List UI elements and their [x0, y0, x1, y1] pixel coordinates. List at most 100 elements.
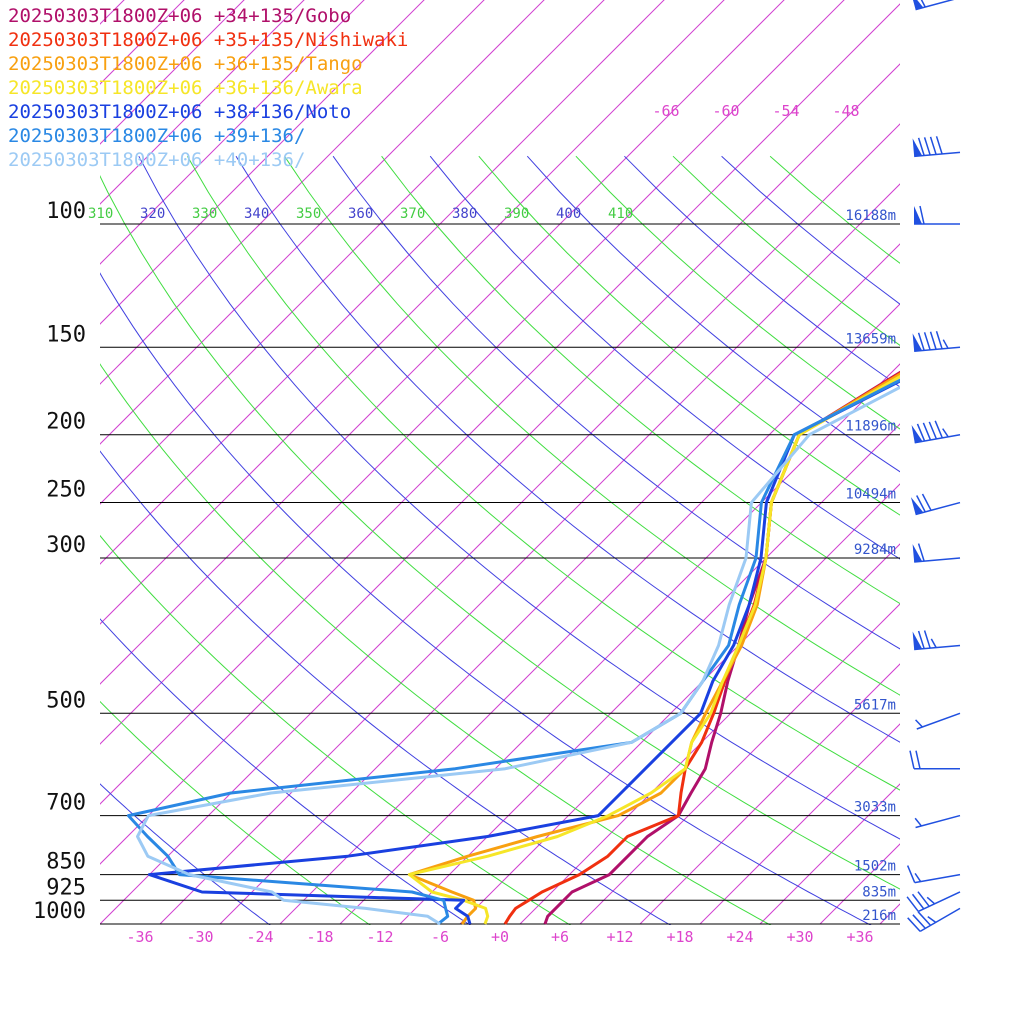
height-label: 13659m [845, 331, 896, 347]
barb-feather [917, 332, 925, 351]
barb-pennant [914, 206, 922, 224]
barb-pennant [912, 544, 923, 562]
theta-label: 310 [88, 206, 113, 222]
dry-adiabat [100, 783, 271, 925]
pressure-label: 100 [46, 199, 86, 224]
isotherm-label: -48 [832, 102, 859, 120]
barb-shaft [914, 346, 961, 353]
wind-barb [912, 543, 961, 563]
pressure-label: 700 [46, 791, 86, 816]
height-label: 5617m [854, 697, 896, 713]
barb-feather [920, 0, 926, 8]
barb-feather [915, 750, 921, 769]
wind-barb [912, 136, 961, 158]
x-tick-label: +30 [786, 928, 813, 946]
x-tick-label: +18 [666, 928, 693, 946]
barb-shaft [914, 151, 961, 158]
barb-feather [935, 331, 943, 350]
x-tick-label: +0 [491, 928, 509, 946]
height-label: 3033m [854, 800, 896, 816]
wind-barb [906, 891, 961, 913]
x-tick-label: -36 [126, 928, 153, 946]
moist-adiabat [100, 175, 900, 890]
barb-feather [917, 137, 925, 156]
legend-item: 20250303T1800Z+06 +36+135/Tango [8, 53, 363, 75]
isotherm [279, 303, 900, 925]
barb-shaft [914, 644, 961, 651]
x-tick-label: +12 [606, 928, 633, 946]
profile-line [503, 371, 900, 925]
pressure-label: 1000 [33, 899, 86, 924]
legend-item: 20250303T1800Z+06 +35+135/Nishiwaki [8, 29, 409, 51]
height-label: 1502m [854, 859, 896, 875]
barb-feather [906, 896, 919, 912]
barb-feather [921, 493, 932, 511]
x-tick-label: -6 [431, 928, 449, 946]
barb-feather [923, 332, 931, 351]
barb-shaft [915, 0, 955, 11]
dry-adiabat [100, 618, 471, 925]
barb-shaft [914, 873, 961, 884]
pressure-label: 500 [46, 688, 86, 713]
barb-feather [919, 205, 925, 225]
isotherm [639, 663, 900, 925]
barb-feather [907, 917, 921, 932]
theta-label: 360 [348, 206, 373, 222]
height-label: 9284m [854, 542, 896, 558]
isotherm [100, 0, 305, 205]
isotherm [579, 603, 900, 925]
x-tick-label: +36 [846, 928, 873, 946]
profile-line [136, 385, 900, 925]
barb-feather [922, 422, 932, 441]
isotherm [519, 543, 900, 925]
wind-barb [909, 750, 960, 770]
legend-item: 20250303T1800Z+06 +34+135/Gobo [8, 5, 352, 27]
barb-shaft [919, 907, 961, 933]
isotherm [159, 183, 900, 925]
moist-adiabat [284, 155, 900, 696]
wind-barb [910, 493, 961, 516]
barb-feather [917, 911, 932, 926]
barb-feather [917, 891, 930, 907]
pressure-label: 150 [46, 322, 86, 347]
moist-adiabat [100, 534, 572, 925]
barb-feather [916, 423, 926, 442]
legend-item: 20250303T1800Z+06 +38+136/Noto [8, 101, 352, 123]
isotherm [399, 423, 900, 925]
barb-feather [923, 137, 931, 156]
barb-feather [923, 630, 931, 649]
theta-label: 380 [452, 206, 477, 222]
height-label: 16188m [845, 208, 896, 224]
dry-adiabat [138, 155, 900, 840]
isotherm-label: -66 [652, 102, 679, 120]
wind-barbs [906, 0, 961, 933]
legend-item: 20250303T1800Z+06 +40+136/ [8, 149, 306, 171]
barb-feather [935, 136, 943, 155]
dry-adiabat [100, 272, 872, 925]
wind-barb [914, 205, 960, 225]
temperature-profiles [126, 370, 900, 925]
x-tick-label: -30 [186, 928, 213, 946]
isotherm [100, 0, 245, 145]
isotherm [819, 843, 900, 925]
x-tick-label: +6 [551, 928, 569, 946]
isotherm [940, 0, 1024, 924]
isotherm-label: -54 [772, 102, 799, 120]
moist-adiabat [478, 155, 900, 516]
isotherm [100, 3, 900, 805]
theta-label: 370 [400, 206, 425, 222]
x-tick-label: -18 [306, 928, 333, 946]
wind-barb [906, 865, 961, 884]
isotherm [100, 0, 365, 265]
height-label: 216m [862, 908, 896, 924]
isotherm [100, 0, 785, 685]
barb-shaft [917, 891, 961, 913]
barb-feather [915, 719, 923, 728]
barb-feather [942, 339, 949, 349]
barb-pennant [912, 631, 923, 650]
moist-adiabat [186, 155, 900, 791]
dry-adiabat [624, 155, 900, 388]
background-grid [100, 0, 1024, 925]
moist-adiabat [100, 700, 371, 925]
